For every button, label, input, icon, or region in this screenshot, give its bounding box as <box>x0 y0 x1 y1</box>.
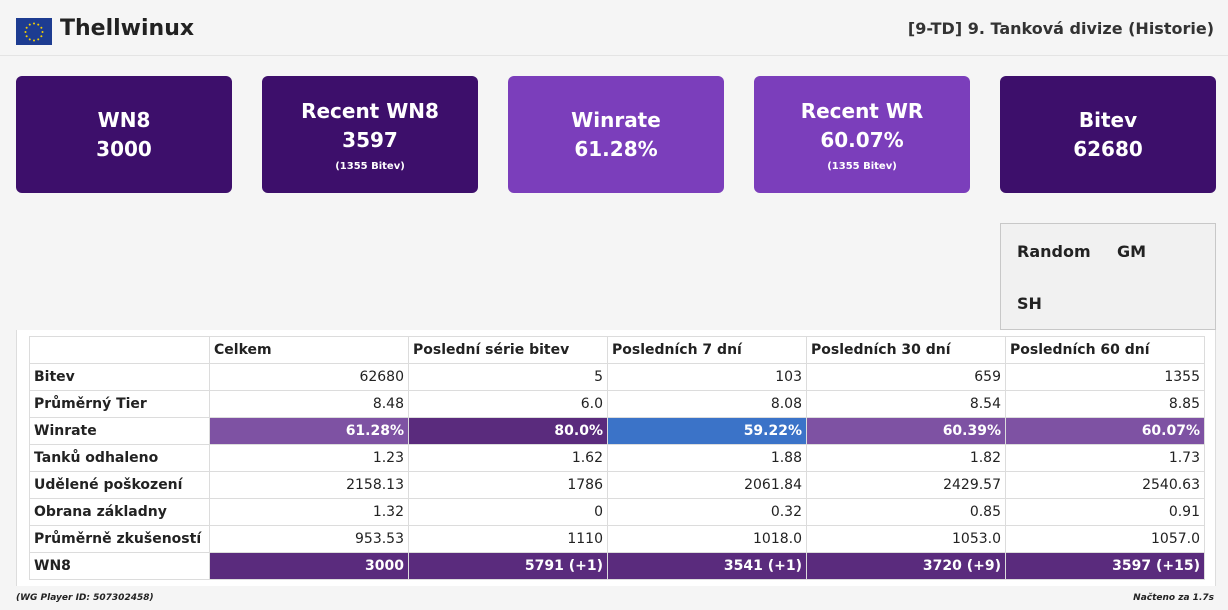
table-row: Průměrný Tier 8.48 6.0 8.08 8.54 8.85 <box>29 390 1205 418</box>
mode-sh-tab[interactable]: SH <box>1017 294 1042 313</box>
header: Thellwinux [9-TD] 9. Tanková divize (His… <box>0 0 1228 56</box>
table-cell: 1786 <box>408 471 608 499</box>
table-header-row: Celkem Poslední série bitev Posledních 7… <box>29 336 1205 364</box>
row-label: Obrana základny <box>29 498 210 526</box>
table-cell: 103 <box>607 363 807 391</box>
table-cell: 1057.0 <box>1005 525 1205 553</box>
winrate-cell: 61.28% <box>209 417 409 445</box>
table-row-winrate: Winrate 61.28% 80.0% 59.22% 60.39% 60.07… <box>29 417 1205 445</box>
card-label: Winrate <box>571 107 661 132</box>
card-value: 60.07% <box>820 128 904 152</box>
row-label: Udělené poškození <box>29 471 210 499</box>
card-winrate: Winrate 61.28% <box>508 76 724 193</box>
winrate-cell: 59.22% <box>607 417 807 445</box>
table-row: Udělené poškození 2158.13 1786 2061.84 2… <box>29 471 1205 499</box>
row-label: Bitev <box>29 363 210 391</box>
table-cell: 953.53 <box>209 525 409 553</box>
stats-panel: Celkem Poslední série bitev Posledních 7… <box>16 330 1216 586</box>
wn8-cell: 3720 (+9) <box>806 552 1006 580</box>
card-recent-wr: Recent WR 60.07% (1355 Bitev) <box>754 76 970 193</box>
table-cell: 5 <box>408 363 608 391</box>
winrate-cell: 80.0% <box>408 417 608 445</box>
winrate-cell: 60.39% <box>806 417 1006 445</box>
table-cell: 0.85 <box>806 498 1006 526</box>
table-cell: 8.48 <box>209 390 409 418</box>
wn8-cell: 3000 <box>209 552 409 580</box>
wn8-cell: 3597 (+15) <box>1005 552 1205 580</box>
card-subtext: (1355 Bitev) <box>335 161 405 172</box>
stats-table: Celkem Poslední série bitev Posledních 7… <box>29 336 1205 580</box>
card-recent-wn8: Recent WN8 3597 (1355 Bitev) <box>262 76 478 193</box>
table-cell: 1053.0 <box>806 525 1006 553</box>
mode-random-tab[interactable]: Random <box>1017 242 1091 261</box>
table-cell: 8.54 <box>806 390 1006 418</box>
table-cell: 2061.84 <box>607 471 807 499</box>
card-label: Bitev <box>1078 107 1138 132</box>
column-header <box>29 336 210 364</box>
table-row: Tanků odhaleno 1.23 1.62 1.88 1.82 1.73 <box>29 444 1205 472</box>
table-cell: 0 <box>408 498 608 526</box>
table-cell: 0.32 <box>607 498 807 526</box>
table-row: Obrana základny 1.32 0 0.32 0.85 0.91 <box>29 498 1205 526</box>
card-value: 3000 <box>96 136 152 161</box>
card-battles: Bitev 62680 <box>1000 76 1216 193</box>
eu-flag-icon <box>16 18 52 45</box>
table-cell: 1.23 <box>209 444 409 472</box>
load-time-note: Načteno za 1.7s <box>1133 593 1214 603</box>
table-cell: 62680 <box>209 363 409 391</box>
column-header: Posledních 7 dní <box>607 336 807 364</box>
row-label: WN8 <box>29 552 210 580</box>
player-name: Thellwinux <box>60 16 195 41</box>
card-label: Recent WR <box>800 99 924 123</box>
column-header: Celkem <box>209 336 409 364</box>
table-row-wn8: WN8 3000 5791 (+1) 3541 (+1) 3720 (+9) 3… <box>29 552 1205 580</box>
row-label: Tanků odhaleno <box>29 444 210 472</box>
wn8-cell: 5791 (+1) <box>408 552 608 580</box>
card-value: 62680 <box>1073 136 1143 161</box>
table-cell: 8.08 <box>607 390 807 418</box>
column-header: Poslední série bitev <box>408 336 608 364</box>
card-wn8: WN8 3000 <box>16 76 232 193</box>
row-label: Průměrně zkušeností <box>29 525 210 553</box>
clan-name[interactable]: [9-TD] 9. Tanková divize (Historie) <box>907 19 1214 38</box>
table-cell: 659 <box>806 363 1006 391</box>
wn8-cell: 3541 (+1) <box>607 552 807 580</box>
card-label: WN8 <box>97 107 151 132</box>
table-cell: 2540.63 <box>1005 471 1205 499</box>
row-label: Průměrný Tier <box>29 390 210 418</box>
table-cell: 1018.0 <box>607 525 807 553</box>
card-value: 61.28% <box>574 136 658 161</box>
table-cell: 8.85 <box>1005 390 1205 418</box>
table-row: Průměrně zkušeností 953.53 1110 1018.0 1… <box>29 525 1205 553</box>
table-cell: 2429.57 <box>806 471 1006 499</box>
table-cell: 0.91 <box>1005 498 1205 526</box>
table-cell: 1.73 <box>1005 444 1205 472</box>
card-subtext: (1355 Bitev) <box>827 161 897 172</box>
column-header: Posledních 60 dní <box>1005 336 1205 364</box>
table-cell: 6.0 <box>408 390 608 418</box>
table-cell: 2158.13 <box>209 471 409 499</box>
table-row: Bitev 62680 5 103 659 1355 <box>29 363 1205 391</box>
row-label: Winrate <box>29 417 210 445</box>
card-label: Recent WN8 <box>301 99 439 123</box>
table-cell: 1.62 <box>408 444 608 472</box>
winrate-cell: 60.07% <box>1005 417 1205 445</box>
column-header: Posledních 30 dní <box>806 336 1006 364</box>
player-id-note: (WG Player ID: 507302458) <box>16 593 154 603</box>
mode-selector: Random GM SH <box>1000 223 1216 330</box>
card-value: 3597 <box>342 128 398 152</box>
table-cell: 1.82 <box>806 444 1006 472</box>
table-cell: 1.88 <box>607 444 807 472</box>
mode-gm-tab[interactable]: GM <box>1117 242 1147 261</box>
table-cell: 1110 <box>408 525 608 553</box>
table-cell: 1355 <box>1005 363 1205 391</box>
table-cell: 1.32 <box>209 498 409 526</box>
